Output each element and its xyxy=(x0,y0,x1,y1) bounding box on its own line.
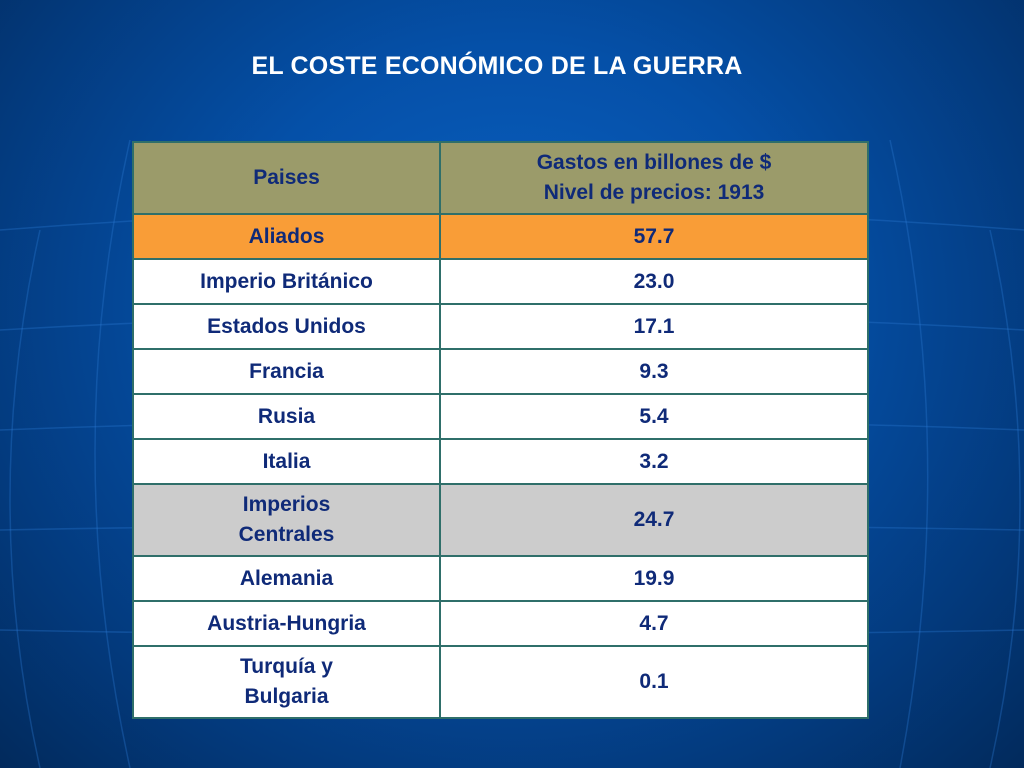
header-countries: Paises xyxy=(132,141,441,215)
table-row-aliados: Aliados 57.7 xyxy=(132,213,869,260)
country-cell: Imperios Centrales xyxy=(132,483,441,557)
country-cell: Francia xyxy=(132,348,441,395)
value-cell: 3.2 xyxy=(439,438,869,485)
country-cell: Alemania xyxy=(132,555,441,602)
country-cell: Aliados xyxy=(132,213,441,260)
value-cell: 57.7 xyxy=(439,213,869,260)
table-row: Turquía y Bulgaria 0.1 xyxy=(132,645,869,719)
country-cell: Estados Unidos xyxy=(132,303,441,350)
table-row: Alemania 19.9 xyxy=(132,555,869,602)
table-row-imperios-centrales: Imperios Centrales 24.7 xyxy=(132,483,869,557)
table-header-row: Paises Gastos en billones de $ Nivel de … xyxy=(132,141,869,215)
value-cell: 17.1 xyxy=(439,303,869,350)
cost-table: Paises Gastos en billones de $ Nivel de … xyxy=(132,141,869,719)
country-cell: Imperio Británico xyxy=(132,258,441,305)
table-row: Imperio Británico 23.0 xyxy=(132,258,869,305)
country-cell: Austria-Hungria xyxy=(132,600,441,647)
country-cell: Italia xyxy=(132,438,441,485)
table-row: Estados Unidos 17.1 xyxy=(132,303,869,350)
country-cell: Turquía y Bulgaria xyxy=(132,645,441,719)
value-cell: 5.4 xyxy=(439,393,869,440)
table-row: Austria-Hungria 4.7 xyxy=(132,600,869,647)
country-cell: Rusia xyxy=(132,393,441,440)
slide-title: EL COSTE ECONÓMICO DE LA GUERRA xyxy=(251,52,743,80)
value-cell: 9.3 xyxy=(439,348,869,395)
table-row: Francia 9.3 xyxy=(132,348,869,395)
value-cell: 4.7 xyxy=(439,600,869,647)
value-cell: 23.0 xyxy=(439,258,869,305)
value-cell: 24.7 xyxy=(439,483,869,557)
header-spending: Gastos en billones de $ Nivel de precios… xyxy=(439,141,869,215)
value-cell: 0.1 xyxy=(439,645,869,719)
value-cell: 19.9 xyxy=(439,555,869,602)
table-row: Italia 3.2 xyxy=(132,438,869,485)
table-row: Rusia 5.4 xyxy=(132,393,869,440)
